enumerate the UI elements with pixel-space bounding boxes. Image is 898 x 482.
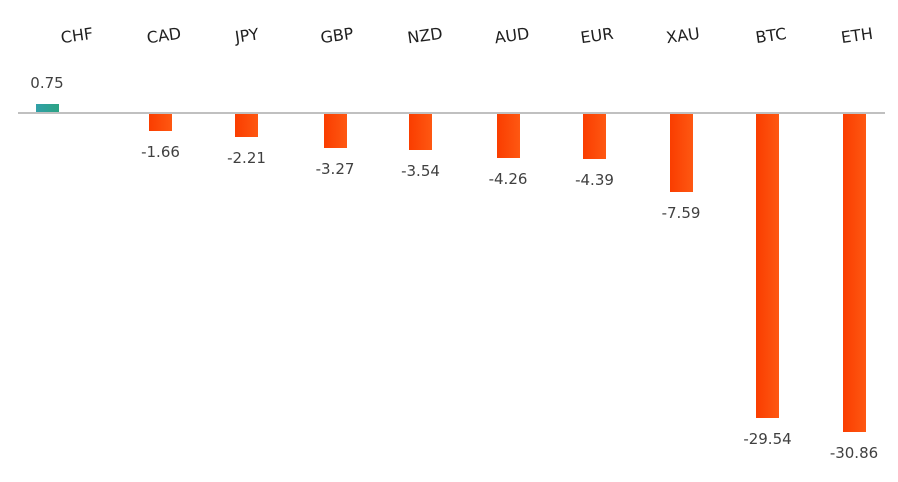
bar-chf — [35, 104, 59, 112]
value-label-aud: -4.26 — [488, 169, 528, 188]
value-label-gbp: -3.27 — [315, 159, 355, 178]
value-label-eur: -4.39 — [575, 171, 614, 190]
value-label-cad: -1.66 — [141, 143, 180, 162]
value-label-btc: -29.54 — [743, 430, 792, 449]
value-label-xau: -7.59 — [661, 204, 701, 223]
zero-axis-line — [18, 112, 885, 114]
bar-cad — [149, 114, 172, 132]
bar-btc — [756, 114, 779, 419]
bar-xau — [669, 114, 693, 193]
bar-gbp — [323, 114, 347, 148]
bar-eur — [583, 114, 606, 160]
value-label-eth: -30.86 — [829, 443, 879, 462]
value-label-nzd: -3.54 — [401, 162, 440, 181]
bar-jpy — [235, 114, 258, 137]
bar-aud — [496, 114, 520, 158]
bar-nzd — [409, 114, 432, 151]
bar-eth — [842, 114, 866, 432]
value-label-chf: 0.75 — [30, 74, 64, 93]
value-label-jpy: -2.21 — [227, 148, 266, 167]
